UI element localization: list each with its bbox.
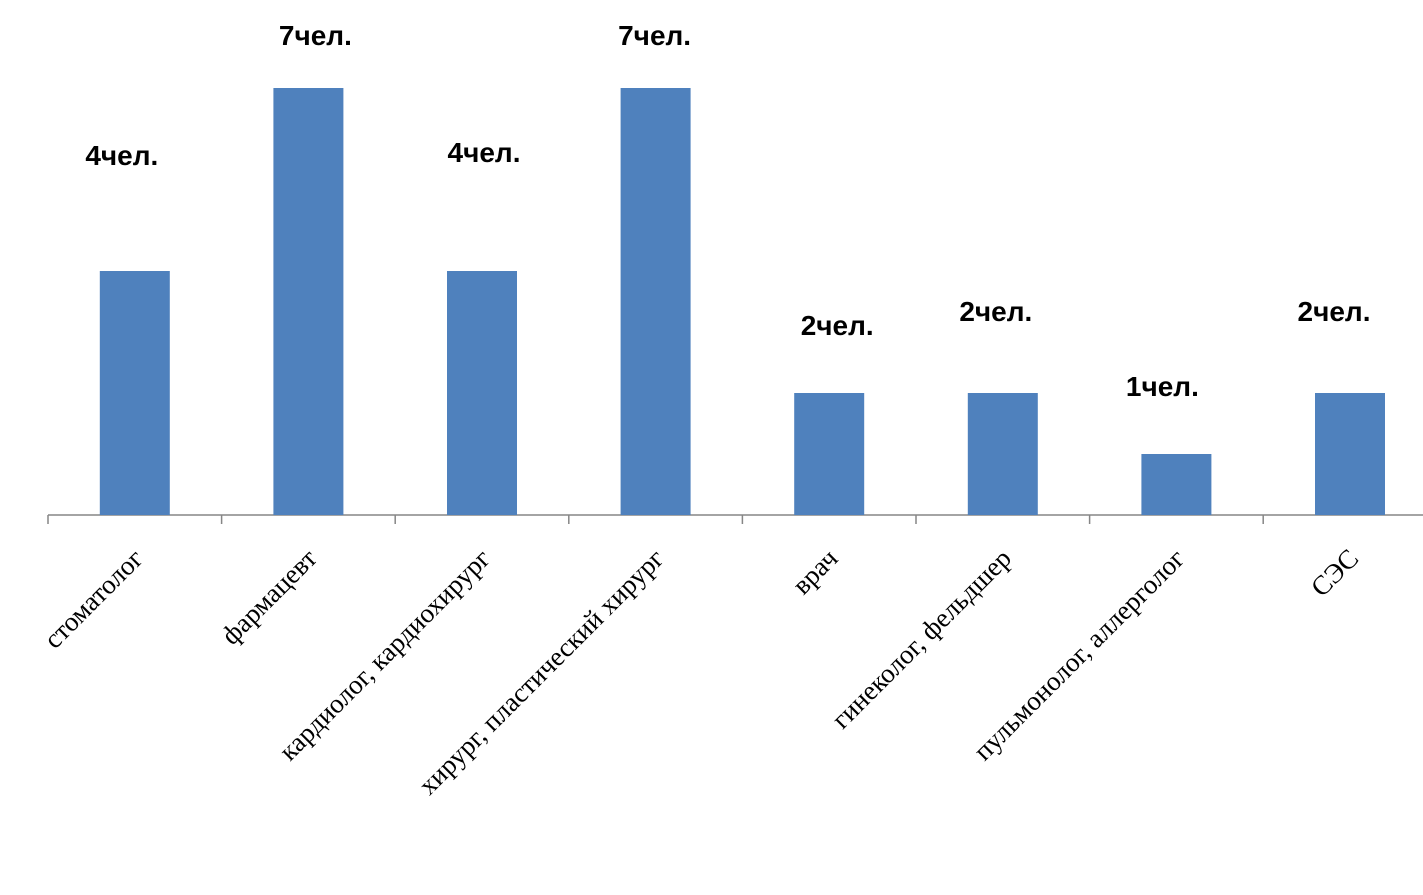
x-tick-label: стоматолог xyxy=(38,543,149,654)
bar xyxy=(447,271,517,515)
value-label: 4чел. xyxy=(448,137,521,168)
value-label: 1чел. xyxy=(1126,371,1199,402)
value-label: 7чел. xyxy=(279,20,352,51)
value-label: 4чел. xyxy=(85,140,158,171)
bar xyxy=(273,88,344,515)
value-label: 2чел. xyxy=(959,296,1032,327)
x-tick-label: СЭС xyxy=(1305,543,1364,602)
bar xyxy=(794,393,865,515)
bar xyxy=(620,88,691,515)
x-tick-label: гинеколог, фельдшер xyxy=(826,543,1017,734)
bar xyxy=(1141,454,1212,515)
bar xyxy=(99,271,170,515)
value-label: 2чел. xyxy=(801,310,874,341)
x-tick-label: врач xyxy=(786,543,843,600)
value-label: 7чел. xyxy=(618,20,691,51)
x-tick-label: фармацевт xyxy=(215,543,322,650)
bar xyxy=(1315,393,1385,515)
value-label: 2чел. xyxy=(1298,296,1371,327)
bar xyxy=(967,393,1038,515)
